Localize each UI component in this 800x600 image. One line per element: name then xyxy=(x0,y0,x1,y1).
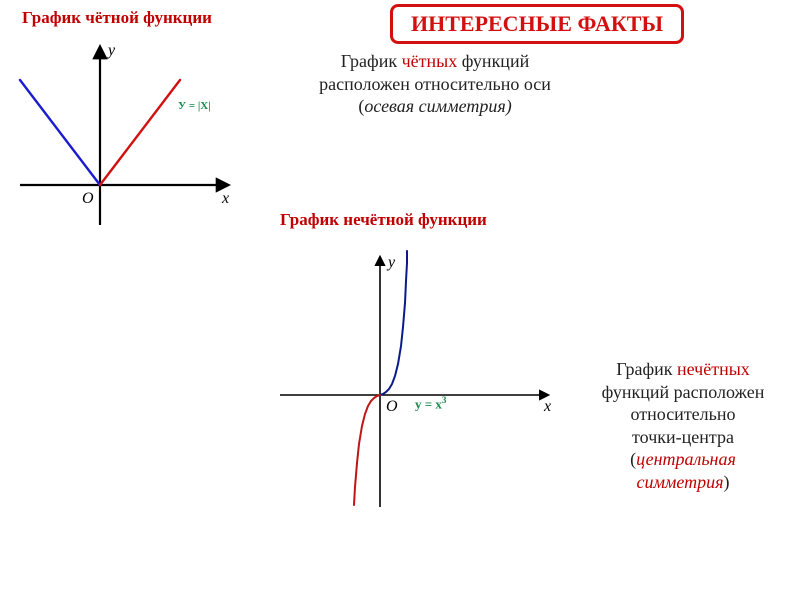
even-desc-line3: (осевая симметрия) xyxy=(270,95,600,118)
even-desc-line1: График чётных функций xyxy=(270,50,600,73)
odd-desc-line6: симметрия) xyxy=(578,471,788,494)
odd-desc-line5: (центральная xyxy=(578,448,788,471)
even-eq-label: У = |X| xyxy=(178,100,211,112)
odd-desc-red: нечётных xyxy=(677,359,750,379)
odd-desc-line4: точки-центра xyxy=(578,426,788,449)
odd-eq-label: у = x3 xyxy=(415,395,446,412)
svg-text:O: O xyxy=(386,398,398,415)
odd-desc-line2: функций расположен xyxy=(578,381,788,404)
odd-desc-line3: относительно xyxy=(578,403,788,426)
svg-text:y: y xyxy=(386,254,396,271)
svg-text:x: x xyxy=(221,190,229,207)
even-chart-svg: y x O xyxy=(10,35,240,235)
odd-description: График нечётных функций расположен относ… xyxy=(578,358,788,493)
svg-text:x: x xyxy=(543,398,551,415)
even-desc-line2: расположен относительно оси xyxy=(270,73,600,96)
odd-desc-line1: График нечётных xyxy=(578,358,788,381)
even-function-title: График чётной функции xyxy=(22,8,212,28)
even-chart: y x O xyxy=(10,35,240,235)
even-description: График чётных функций расположен относит… xyxy=(270,50,600,118)
odd-chart: y x O xyxy=(270,245,560,515)
odd-function-title: График нечётной функции xyxy=(280,210,487,230)
odd-chart-svg: y x O xyxy=(270,245,560,515)
svg-text:y: y xyxy=(106,42,116,59)
even-desc-red: чётных xyxy=(402,51,458,71)
facts-title-text: ИНТЕРЕСНЫЕ ФАКТЫ xyxy=(411,11,663,36)
facts-title-box: ИНТЕРЕСНЫЕ ФАКТЫ xyxy=(390,4,684,44)
svg-text:O: O xyxy=(82,190,94,207)
